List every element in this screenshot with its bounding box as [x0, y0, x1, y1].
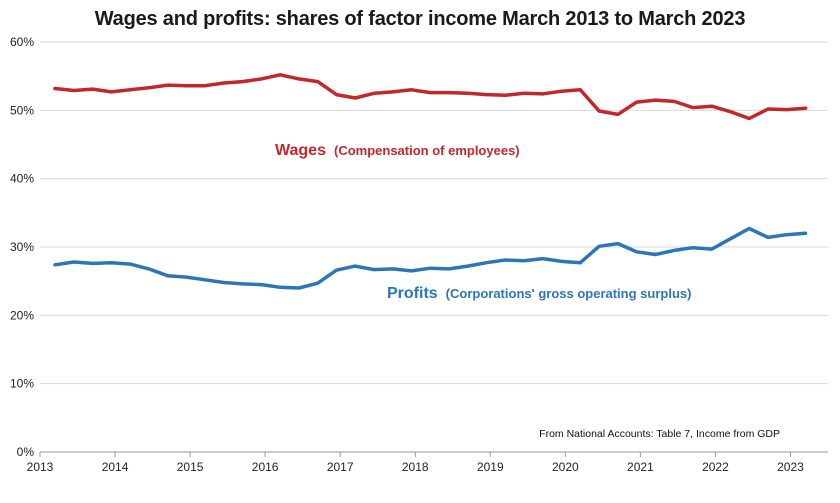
profits-label-main: Profits: [387, 285, 438, 302]
wages-label-main: Wages: [275, 142, 326, 159]
x-tick-label: 2018: [402, 460, 429, 474]
wages-series-label: Wages (Compensation of employees): [275, 142, 520, 159]
x-tick-label: 2021: [627, 460, 654, 474]
profits-series-line: [53, 226, 808, 290]
profits-series-label: Profits (Corporations' gross operating su…: [387, 285, 691, 302]
x-tick-label: 2013: [27, 460, 54, 474]
y-tick-label: 50%: [10, 103, 34, 117]
y-tick-label: 0%: [17, 445, 35, 459]
x-tick-label: 2022: [702, 460, 729, 474]
y-tick-label: 30%: [10, 240, 34, 254]
series-lines: [53, 73, 808, 290]
x-tick-label: 2019: [477, 460, 504, 474]
x-tick-label: 2015: [177, 460, 204, 474]
wages-series-line: [53, 73, 808, 121]
x-tick-label: 2023: [777, 460, 804, 474]
y-tick-label: 40%: [10, 172, 34, 186]
y-tick-label: 60%: [10, 35, 34, 49]
source-note: From National Accounts: Table 7, Income …: [539, 428, 780, 440]
y-tick-label: 10%: [10, 377, 34, 391]
wages-label-sub: (Compensation of employees): [334, 143, 520, 158]
x-tick-label: 2017: [327, 460, 354, 474]
x-axis-ticks: 2013 2014 2015 2016 2017 2018 2019 2020 2021 2022…: [27, 452, 804, 474]
profits-label-sub: (Corporations' gross operating surplus): [446, 286, 692, 301]
x-tick-label: 2014: [102, 460, 129, 474]
x-tick-label: 2016: [252, 460, 279, 474]
x-tick-label: 2020: [552, 460, 579, 474]
y-axis-ticks: 0% 10% 20% 30% 40% 50% 60%: [10, 35, 34, 459]
chart-title: Wages and profits: shares of factor inco…: [94, 8, 746, 30]
y-tick-label: 20%: [10, 308, 34, 322]
